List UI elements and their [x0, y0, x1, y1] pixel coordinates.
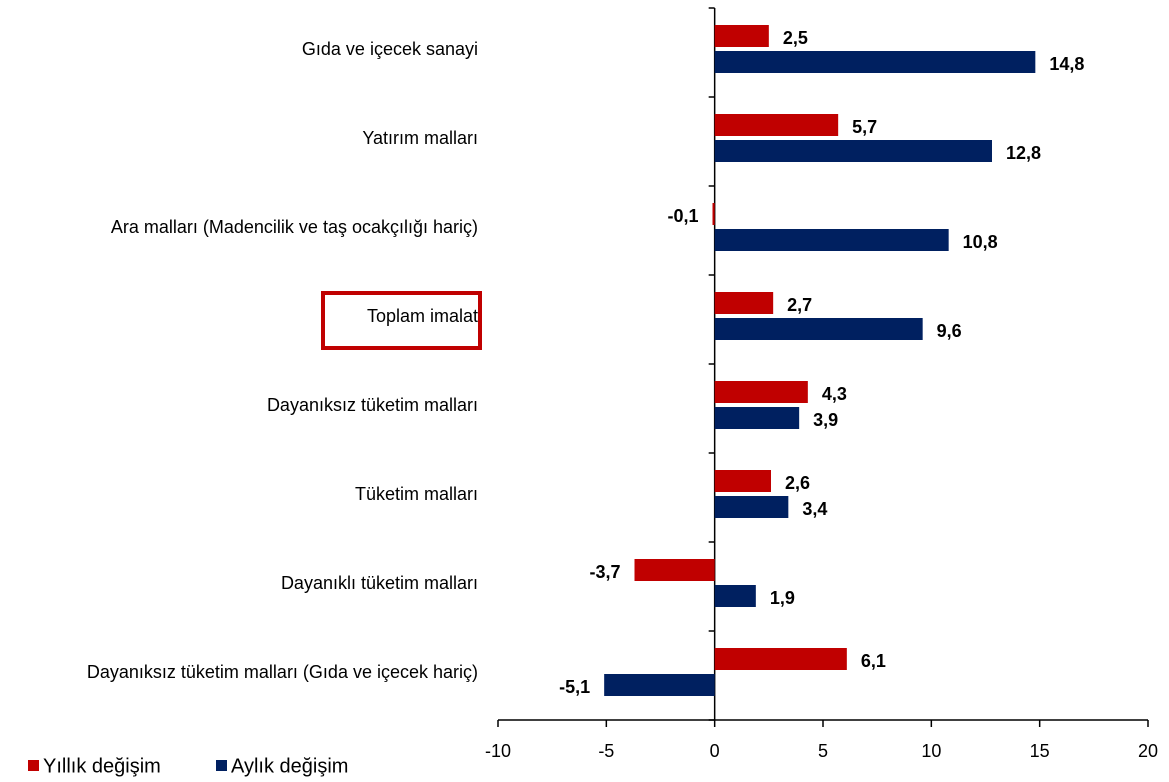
category-label: Dayanıklı tüketim malları — [281, 573, 478, 593]
bar — [714, 229, 949, 251]
bar — [712, 203, 715, 225]
category-label: Yatırım malları — [362, 128, 478, 148]
bar — [714, 496, 789, 518]
category-label: Gıda ve içecek sanayi — [302, 39, 478, 59]
category-label: Ara malları (Madencilik ve taş ocakçılığ… — [111, 217, 478, 237]
bar — [604, 674, 715, 696]
bar — [634, 559, 715, 581]
x-tick-label: 5 — [818, 741, 828, 761]
value-label: 1,9 — [770, 588, 795, 608]
value-label: -0,1 — [667, 206, 698, 226]
category-label: Tüketim malları — [355, 484, 478, 504]
highlight-box — [321, 291, 482, 350]
value-label: 3,9 — [813, 410, 838, 430]
legend-swatch — [28, 760, 39, 771]
value-label: -3,7 — [589, 562, 620, 582]
bar — [714, 381, 808, 403]
bar — [714, 318, 923, 340]
value-label: 4,3 — [822, 384, 847, 404]
x-tick-label: 10 — [921, 741, 941, 761]
bar — [714, 140, 992, 162]
x-tick-label: -5 — [598, 741, 614, 761]
bar — [714, 114, 839, 136]
value-label: 2,6 — [785, 473, 810, 493]
value-label: 2,5 — [783, 28, 808, 48]
category-label: Dayanıksız tüketim malları (Gıda ve içec… — [87, 662, 478, 682]
value-label: 9,6 — [937, 321, 962, 341]
category-label: Dayanıksız tüketim malları — [267, 395, 478, 415]
value-label: 12,8 — [1006, 143, 1041, 163]
bar — [714, 470, 771, 492]
value-label: 3,4 — [802, 499, 827, 519]
bar — [714, 585, 756, 607]
value-label: 10,8 — [963, 232, 998, 252]
value-label: 5,7 — [852, 117, 877, 137]
x-tick-label: 0 — [710, 741, 720, 761]
bar — [714, 25, 769, 47]
x-tick-label: -10 — [485, 741, 511, 761]
legend-swatch — [216, 760, 227, 771]
x-tick-label: 20 — [1138, 741, 1158, 761]
value-label: 14,8 — [1049, 54, 1084, 74]
category-label: Toplam imalat — [367, 306, 478, 326]
x-tick-label: 15 — [1030, 741, 1050, 761]
value-label: -5,1 — [559, 677, 590, 697]
legend-label: Aylık değişim — [231, 755, 348, 777]
value-label: 6,1 — [861, 651, 886, 671]
legend-label: Yıllık değişim — [43, 755, 161, 777]
bar — [714, 407, 800, 429]
value-label: 2,7 — [787, 295, 812, 315]
bar — [714, 51, 1036, 73]
bar — [714, 648, 847, 670]
bar — [714, 292, 774, 314]
